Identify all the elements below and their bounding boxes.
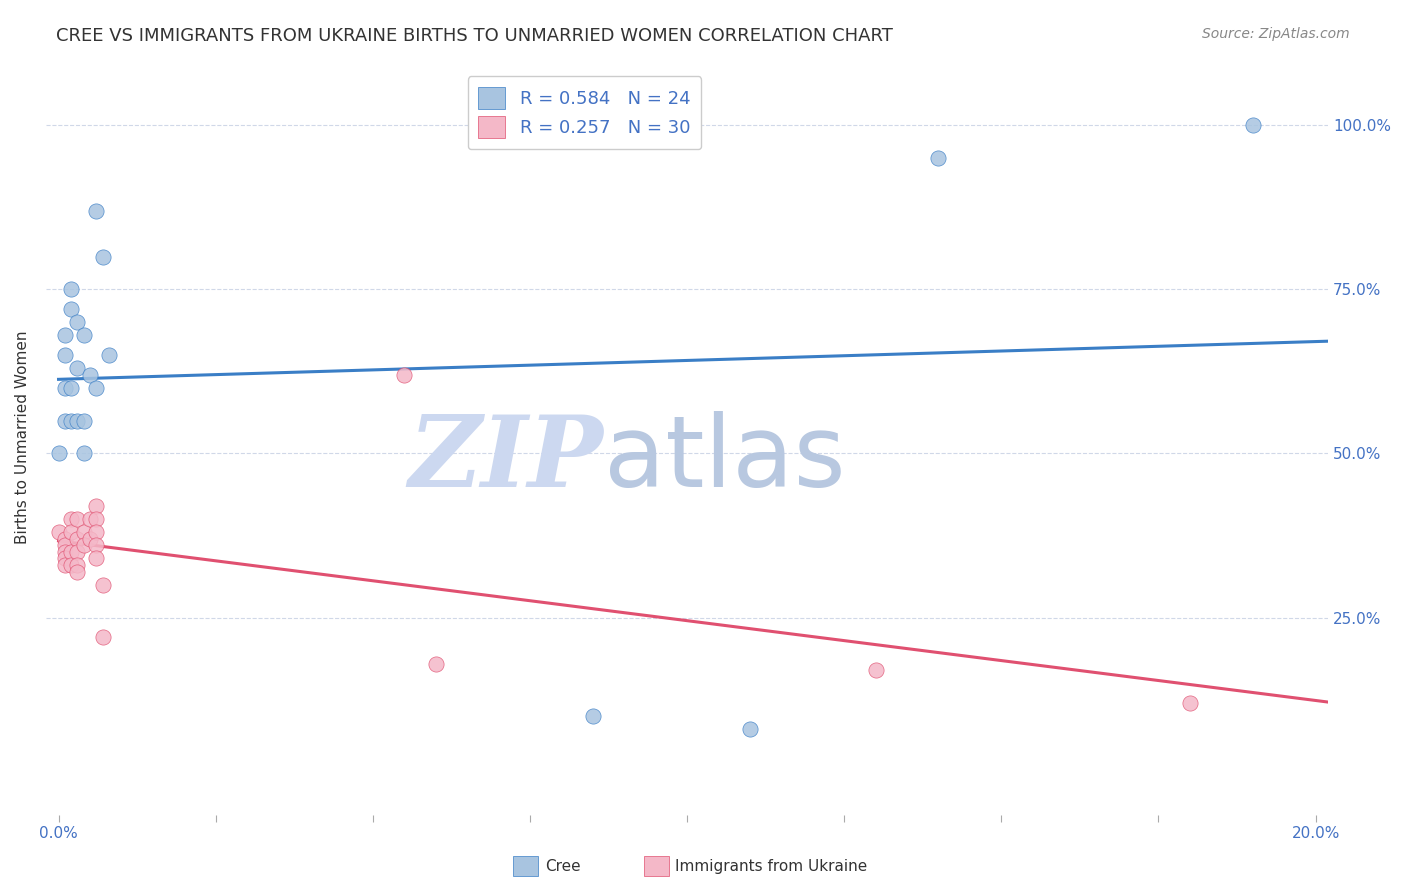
Point [60, 558, 83, 572]
Point [66, 512, 89, 526]
Text: atlas: atlas [603, 411, 845, 508]
Point [60, 381, 83, 395]
Point [79, 532, 101, 546]
Legend: R = 0.584   N = 24, R = 0.257   N = 30: R = 0.584 N = 24, R = 0.257 N = 30 [468, 76, 702, 149]
Point [84, 381, 107, 395]
Point [84, 499, 107, 513]
Point [738, 722, 761, 736]
Point [53, 538, 76, 552]
Point [79, 512, 101, 526]
Point [53, 414, 76, 428]
Point [73, 414, 96, 428]
Point [84, 551, 107, 566]
Point [66, 565, 89, 579]
Point [84, 512, 107, 526]
Point [73, 538, 96, 552]
Point [66, 558, 89, 572]
Point [73, 525, 96, 540]
Point [53, 381, 76, 395]
Text: ZIP: ZIP [409, 411, 603, 508]
Point [66, 361, 89, 376]
Point [97, 348, 120, 362]
Point [53, 558, 76, 572]
Text: Cree: Cree [546, 859, 581, 873]
Point [73, 328, 96, 343]
Point [91, 630, 114, 644]
Point [53, 532, 76, 546]
Point [582, 709, 605, 723]
Point [66, 414, 89, 428]
Point [66, 545, 89, 559]
Point [60, 512, 83, 526]
Point [1178, 696, 1201, 710]
Point [73, 446, 96, 460]
Text: Immigrants from Ukraine: Immigrants from Ukraine [675, 859, 868, 873]
Text: Source: ZipAtlas.com: Source: ZipAtlas.com [1202, 27, 1350, 41]
Point [392, 368, 415, 382]
Point [91, 250, 114, 264]
Point [66, 532, 89, 546]
Point [865, 663, 887, 677]
Y-axis label: Births to Unmarried Women: Births to Unmarried Women [15, 330, 30, 544]
Point [60, 545, 83, 559]
Point [48, 525, 70, 540]
Point [425, 657, 447, 671]
Point [1241, 118, 1264, 132]
Text: CREE VS IMMIGRANTS FROM UKRAINE BIRTHS TO UNMARRIED WOMEN CORRELATION CHART: CREE VS IMMIGRANTS FROM UKRAINE BIRTHS T… [56, 27, 893, 45]
Point [66, 315, 89, 329]
Point [53, 551, 76, 566]
Point [927, 151, 949, 165]
Point [60, 301, 83, 316]
Point [48, 446, 70, 460]
Point [53, 348, 76, 362]
Point [60, 282, 83, 296]
Point [53, 328, 76, 343]
Point [60, 414, 83, 428]
Point [84, 538, 107, 552]
Point [79, 368, 101, 382]
Point [91, 578, 114, 592]
Point [84, 525, 107, 540]
Point [84, 203, 107, 218]
Point [60, 525, 83, 540]
Point [53, 545, 76, 559]
